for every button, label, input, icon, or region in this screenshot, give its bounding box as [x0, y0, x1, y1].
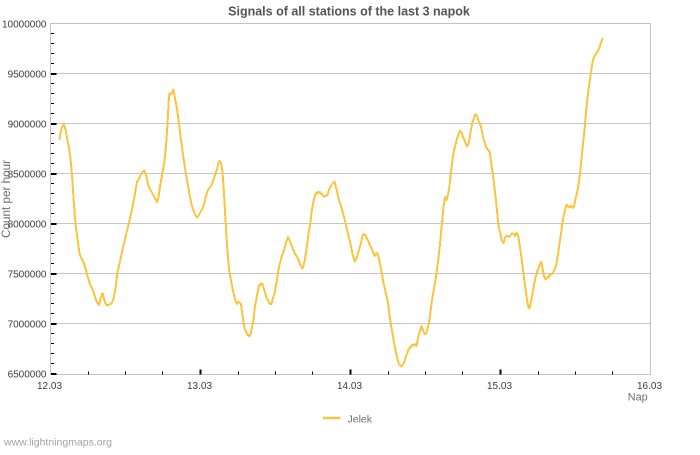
svg-text:14.03: 14.03 — [337, 381, 362, 392]
svg-text:8000000: 8000000 — [8, 220, 47, 231]
svg-text:7000000: 7000000 — [8, 320, 47, 331]
svg-text:15.03: 15.03 — [487, 381, 512, 392]
svg-text:Nap: Nap — [628, 392, 648, 404]
svg-text:Count per hour: Count per hour — [0, 160, 13, 238]
svg-text:9500000: 9500000 — [8, 70, 47, 81]
svg-text:7500000: 7500000 — [8, 270, 47, 281]
svg-text:10000000: 10000000 — [2, 20, 47, 31]
svg-text:Jelek: Jelek — [348, 413, 373, 425]
svg-text:www.lightningmaps.org: www.lightningmaps.org — [3, 437, 112, 449]
svg-text:Signals of all stations of the: Signals of all stations of the last 3 na… — [228, 5, 470, 19]
svg-text:8500000: 8500000 — [8, 170, 47, 181]
svg-text:12.03: 12.03 — [37, 381, 62, 392]
svg-text:16.03: 16.03 — [637, 381, 662, 392]
svg-text:9000000: 9000000 — [8, 120, 47, 131]
svg-text:6500000: 6500000 — [8, 370, 47, 381]
svg-text:13.03: 13.03 — [187, 381, 212, 392]
